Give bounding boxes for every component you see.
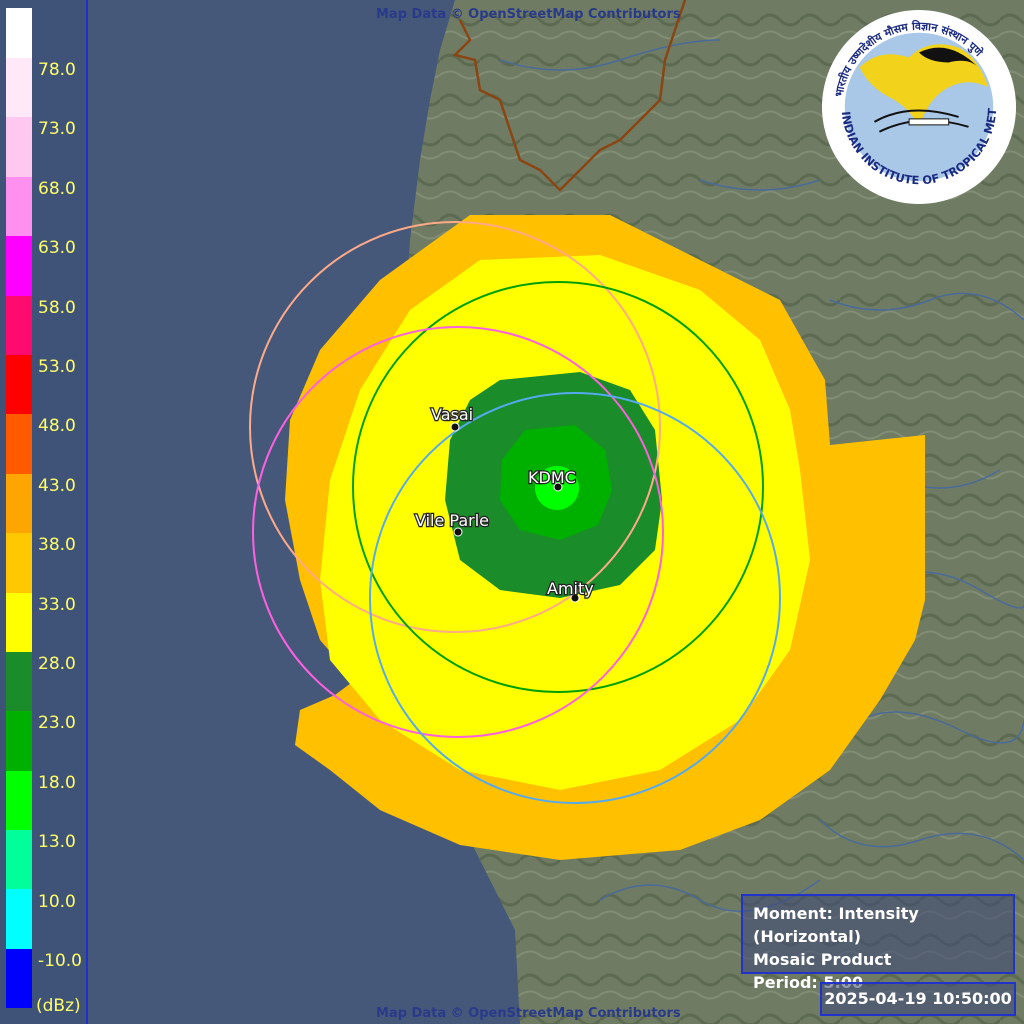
ring-amity [369, 392, 781, 804]
legend-swatch [6, 473, 32, 534]
rivers [499, 39, 1024, 912]
legend-swatch [6, 354, 32, 415]
state-border [452, 0, 687, 192]
ring-vile-parle [252, 326, 664, 738]
station-kdmc-label: KDMC [528, 468, 576, 487]
legend-swatch [6, 889, 32, 949]
ring-vasai [249, 221, 661, 633]
map-attribution-bottom: Map Data © OpenStreetMap Contributors [376, 1006, 681, 1021]
legend-label: 78.0 [38, 60, 76, 80]
map-attribution-top: Map Data © OpenStreetMap Contributors [376, 7, 681, 22]
legend-swatch [6, 770, 32, 831]
ring-kdmc [352, 281, 764, 693]
legend-swatch [6, 117, 32, 177]
legend-unit: (dBz) [36, 996, 81, 1016]
color-legend: 78.0 73.0 68.0 63.0 58.0 53.0 48.0 43.0 38.0 33.0… [0, 0, 88, 1024]
legend-label: -10.0 [38, 951, 82, 971]
legend-swatch [6, 295, 32, 355]
station-amity-label: Amity [547, 579, 594, 598]
legend-swatch [6, 651, 32, 712]
legend-swatch [6, 58, 32, 118]
legend-label: 33.0 [38, 594, 76, 615]
legend-swatch [6, 830, 32, 890]
legend-label: 63.0 [38, 238, 76, 259]
timestamp-box: 2025-04-19 10:50:00 [820, 982, 1016, 1016]
legend-label: 73.0 [38, 119, 76, 140]
legend-swatch [6, 176, 32, 237]
legend-color-bar [6, 8, 32, 1009]
station-vasai-label: Vasai [431, 405, 473, 424]
legend-label: 13.0 [38, 832, 76, 853]
legend-swatch [6, 236, 32, 296]
legend-label: 53.0 [38, 357, 76, 377]
legend-swatch [6, 592, 32, 652]
iitm-logo: INDIAN INSTITUTE OF TROPICAL METEOROLOGY… [820, 8, 1017, 205]
legend-label: 43.0 [38, 475, 76, 496]
station-amity[interactable]: Amity [546, 578, 595, 603]
legend-label: 28.0 [38, 654, 76, 674]
legend-swatch [6, 8, 32, 58]
legend-label: 58.0 [38, 297, 76, 318]
legend-label: 10.0 [38, 891, 76, 912]
legend-swatch [6, 948, 32, 1009]
legend-label: 38.0 [38, 535, 76, 556]
legend-label: 23.0 [38, 713, 76, 734]
station-vile-parle-label: Vile Parle [415, 511, 489, 530]
legend-swatch [6, 711, 32, 771]
station-kdmc[interactable]: KDMC [527, 467, 577, 492]
legend-label: 18.0 [38, 772, 76, 793]
moment-label: Moment: Intensity (Horizontal) [753, 904, 919, 946]
legend-swatch [6, 533, 32, 593]
station-vasai[interactable]: Vasai [430, 404, 474, 432]
product-info-box: Moment: Intensity (Horizontal) Mosaic Pr… [741, 894, 1015, 992]
product-label: Mosaic Product [753, 950, 892, 969]
legend-label: 68.0 [38, 178, 76, 199]
station-vile-parle[interactable]: Vile Parle [414, 510, 490, 537]
legend-swatch [6, 414, 32, 474]
legend-label: 48.0 [38, 416, 76, 437]
